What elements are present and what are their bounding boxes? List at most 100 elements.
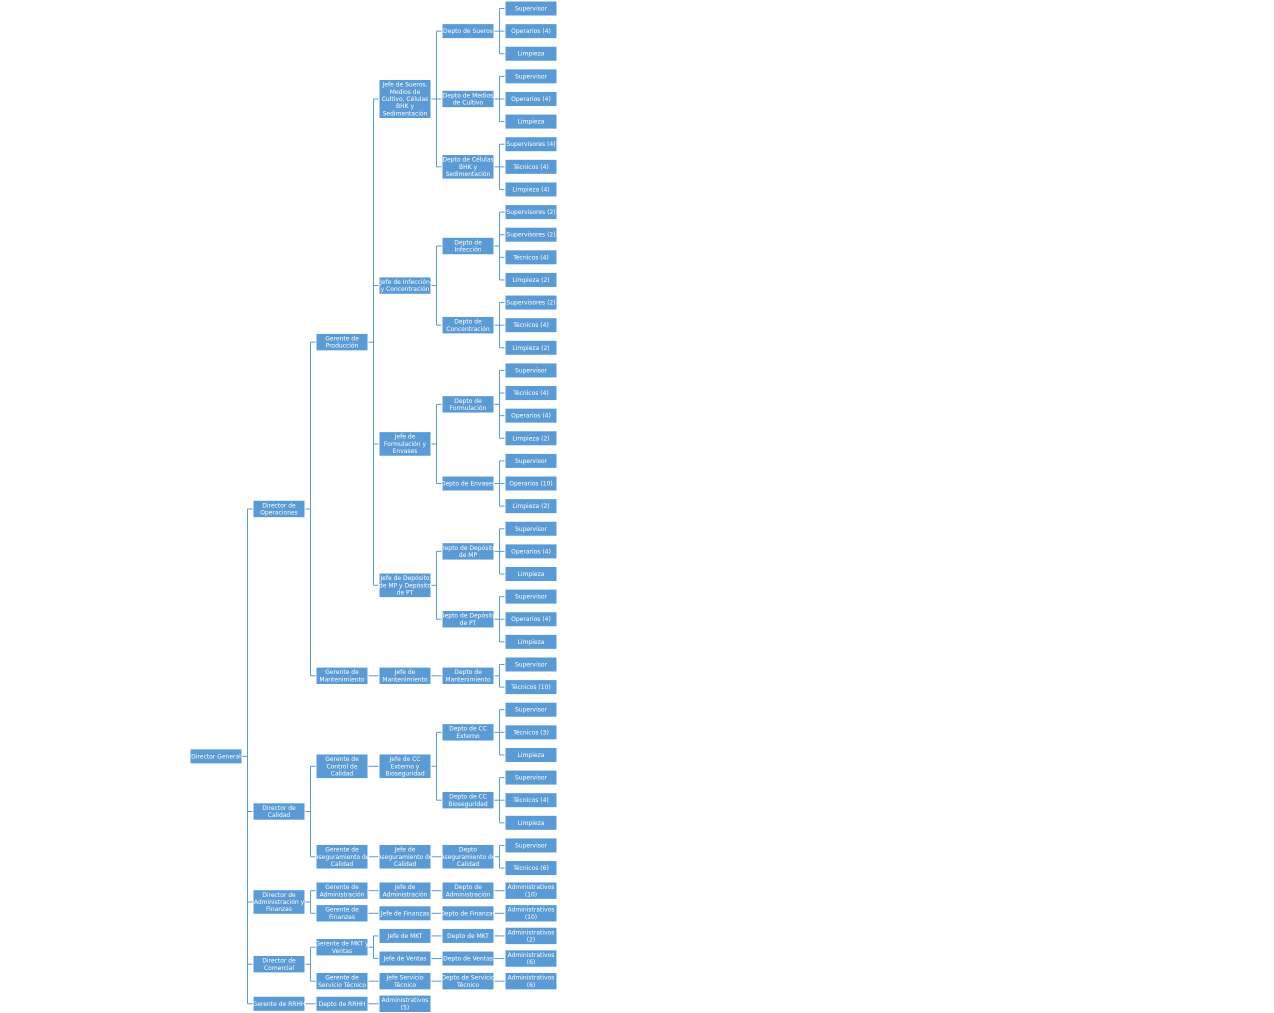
- org-node-gerente-de-rrhh: Gerente de RRHH: [252, 995, 306, 1012]
- org-node-box: [504, 814, 558, 831]
- org-node-label-line: Operarios (4): [511, 413, 551, 420]
- org-node-label-line: Aseguramiento de: [314, 854, 369, 861]
- org-node-label: Supervisor: [515, 526, 548, 533]
- org-node-jefe-de-sueros-medios-de-cultivo-celulas-bhk-y-sedimentacion: Jefe de Sueros, Medios de Cultivo, Células…: [378, 78, 432, 119]
- org-node-gerente-de-produccion: Gerente de Producción: [315, 332, 369, 352]
- org-node-administrativos-6: Administrativos (6): [504, 949, 558, 968]
- org-node-label-line: Operarios (10): [509, 481, 553, 488]
- org-node-label-line: Calidad: [394, 861, 417, 868]
- org-node-administrativos-10: Administrativos (10): [504, 881, 558, 900]
- org-node-label: Depto de Sueros: [443, 28, 493, 35]
- org-node-label: Depto de Mantenimiento: [445, 669, 491, 683]
- org-node-supervisor: Supervisor: [504, 701, 558, 718]
- org-chart-connectors: [242, 8, 505, 1005]
- org-node-label: Gerente de Servicio Técnico: [318, 975, 366, 989]
- org-node-label: Administrativos (2): [508, 929, 555, 943]
- org-node-box: [504, 566, 558, 582]
- org-node-box: [378, 753, 432, 780]
- org-node-box: [378, 927, 432, 944]
- org-node-label-line: Jefe de: [394, 847, 416, 854]
- org-node-box: [504, 113, 558, 130]
- org-node-label-line: Supervisor: [515, 73, 548, 80]
- org-node-label-line: Supervisor: [515, 775, 548, 782]
- org-node-label-line: Supervisor: [515, 707, 548, 714]
- org-node-label-line: Externo: [456, 733, 480, 740]
- org-node-label-line: Mantenimiento: [382, 676, 428, 683]
- org-node-label-line: Limpieza: [518, 51, 545, 58]
- org-node-label-line: Gerente de: [325, 336, 359, 343]
- org-node-box: [504, 430, 558, 447]
- org-node-box: [441, 723, 495, 742]
- org-node-supervisor: Supervisor: [504, 520, 558, 537]
- org-node-supervisor: Supervisor: [504, 362, 558, 379]
- org-node-depto-de-rrhh: Depto de RRHH: [315, 995, 369, 1012]
- org-node-label-line: Control de: [326, 763, 357, 770]
- org-node-label-line: Operarios (4): [511, 28, 551, 35]
- org-node-label-line: Técnicos (4): [512, 797, 549, 804]
- org-node-box: [504, 362, 558, 379]
- org-node-label-line: Producción: [326, 343, 359, 350]
- org-node-box: [252, 802, 306, 821]
- org-node-box: [504, 249, 558, 266]
- org-node-label: Jefe Servicio Técnico: [386, 975, 424, 989]
- org-node-label: Técnicos (3): [512, 729, 549, 736]
- org-node-box: [504, 68, 558, 85]
- org-node-operarios-4: Operarios (4): [504, 407, 558, 424]
- org-node-label-line: Limpieza: [518, 119, 545, 126]
- org-node-label-line: Limpieza: [518, 820, 545, 827]
- org-node-box: [441, 971, 495, 991]
- org-node-box: [441, 927, 495, 944]
- org-node-label-line: Técnico: [393, 982, 416, 989]
- org-node-label: Limpieza: [518, 752, 545, 759]
- org-node-label-line: Jefe de: [394, 669, 416, 676]
- org-node-supervisor: Supervisor: [504, 656, 558, 673]
- org-node-label-line: Limpieza (2): [512, 277, 549, 284]
- org-node-box: [315, 881, 369, 900]
- org-node-label-line: Cultivo, Células: [382, 96, 429, 103]
- org-node-limpieza: Limpieza: [504, 45, 558, 62]
- org-node-box: [378, 971, 432, 991]
- org-node-label: Director de Operaciones: [260, 502, 298, 516]
- org-node-depto-de-infeccion: Depto de Infección: [441, 236, 495, 256]
- org-node-label: Director de Administración y Finanzas: [254, 892, 305, 913]
- org-node-depto-de-finanzas: Depto de Finanzas: [440, 905, 496, 922]
- org-node-box: [441, 905, 495, 922]
- org-node-label-line: Técnicos (4): [512, 164, 549, 171]
- org-node-label-line: Aseguramiento de: [440, 854, 495, 861]
- org-node-label-line: Depto de Ventas: [443, 956, 493, 963]
- org-node-label: Limpieza (2): [512, 435, 549, 442]
- org-node-tecnicos-4: Técnicos (4): [504, 792, 558, 809]
- org-node-label-line: de Cultivo: [453, 100, 484, 107]
- org-node-label-line: Director de: [262, 958, 296, 965]
- org-node-label-line: Técnicos (4): [512, 390, 549, 397]
- org-node-label: Limpieza (2): [512, 503, 549, 510]
- org-node-label-line: (10): [525, 914, 537, 921]
- org-node-label-line: Técnicos (4): [512, 322, 549, 329]
- org-node-label: Depto Aseguramiento de Calidad: [440, 847, 495, 868]
- org-node-label: Supervisor: [515, 73, 548, 80]
- org-node-limpieza-2: Limpieza (2): [504, 339, 558, 356]
- org-node-label-line: Técnicos (10): [510, 684, 550, 691]
- org-node-box: [504, 407, 558, 424]
- org-node-label-line: Jefe de Depósito: [379, 575, 430, 582]
- org-node-label: Supervisor: [515, 707, 548, 714]
- org-node-label: Administrativos (10): [508, 907, 555, 921]
- org-node-label: Técnicos (6): [512, 865, 549, 872]
- org-node-label: Jefe de Administración: [383, 884, 428, 898]
- org-node-operarios-4: Operarios (4): [504, 543, 558, 560]
- org-node-jefe-de-finanzas: Jefe de Finanzas: [378, 905, 432, 922]
- org-node-label-line: de MP y Depósito: [379, 582, 432, 589]
- org-node-label-line: Operaciones: [260, 510, 298, 517]
- org-node-box: [504, 588, 558, 605]
- org-node-label-line: Bioseguridad: [448, 801, 488, 808]
- org-node-box: [504, 904, 558, 923]
- org-node-label: Depto de Administración: [446, 884, 491, 898]
- org-node-depto-de-cc-externo: Depto de CC Externo: [441, 723, 495, 742]
- org-node-gerente-de-mantenimiento: Gerente de Mantenimiento: [315, 666, 369, 685]
- org-node-label: Depto de MKT: [447, 933, 489, 940]
- org-node-box: [504, 204, 558, 221]
- org-node-label-line: Supervisor: [515, 367, 548, 374]
- org-node-label-line: Depto de Células: [442, 157, 493, 164]
- org-node-box: [378, 431, 432, 457]
